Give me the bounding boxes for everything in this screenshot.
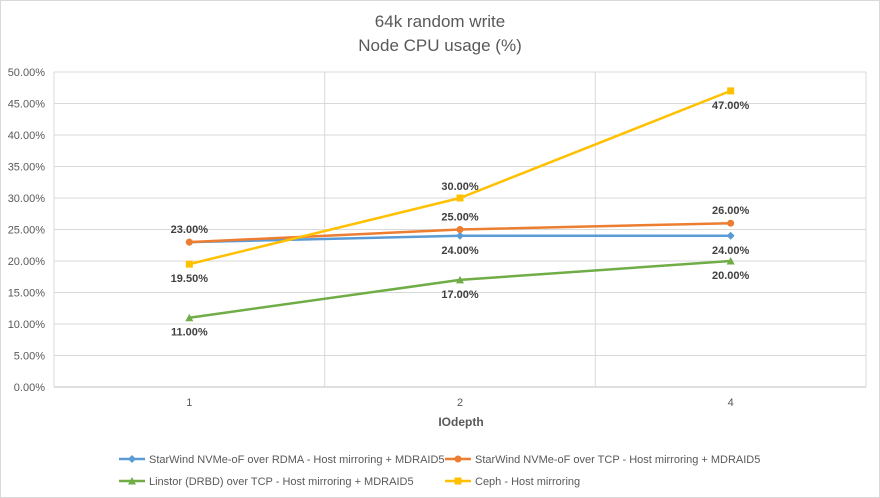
legend-entry: StarWind NVMe-oF over TCP - Host mirrori… bbox=[475, 454, 760, 466]
data-point-2 bbox=[185, 238, 193, 246]
x-tick-label: 2 bbox=[457, 397, 463, 409]
data-point-1 bbox=[726, 231, 735, 240]
data-point-4 bbox=[727, 87, 735, 95]
data-label: 23.00% bbox=[171, 224, 209, 236]
y-tick-label: 25.00% bbox=[8, 225, 46, 237]
data-point-3 bbox=[456, 275, 464, 284]
y-tick-label: 45.00% bbox=[8, 99, 46, 111]
series-lines bbox=[185, 87, 735, 322]
y-tick-label: 0.00% bbox=[14, 382, 45, 394]
x-axis-label: IOdepth bbox=[438, 415, 483, 429]
y-tick-label: 40.00% bbox=[8, 130, 46, 142]
data-label: 30.00% bbox=[441, 181, 479, 193]
legend-entry: Linstor (DRBD) over TCP - Host mirroring… bbox=[149, 476, 414, 488]
chart-subtitle: Node CPU usage (%) bbox=[358, 36, 521, 55]
data-point-4 bbox=[456, 194, 464, 202]
y-tick-label: 30.00% bbox=[8, 193, 46, 205]
y-tick-label: 35.00% bbox=[8, 162, 46, 174]
data-label: 24.00% bbox=[441, 245, 479, 257]
data-point-2 bbox=[727, 219, 735, 227]
data-label: 20.00% bbox=[712, 270, 750, 282]
legend-entry: Ceph - Host mirroring bbox=[475, 476, 580, 488]
legend-entry: StarWind NVMe-oF over RDMA - Host mirror… bbox=[149, 454, 445, 466]
legend-swatch-marker bbox=[128, 455, 136, 463]
data-point-3 bbox=[185, 313, 194, 322]
y-axis-ticks: 0.00% 5.00% 10.00% 15.00% 20.00% 25.00% 30.00%… bbox=[8, 67, 46, 394]
y-tick-label: 10.00% bbox=[8, 319, 46, 331]
data-point-2 bbox=[456, 226, 464, 233]
legend-swatch-marker bbox=[128, 477, 136, 485]
y-tick-label: 50.00% bbox=[8, 67, 46, 79]
data-label: 11.00% bbox=[171, 327, 208, 339]
legend-swatch-marker bbox=[454, 455, 462, 463]
chart-title: 64k random write bbox=[375, 12, 505, 31]
data-point-1 bbox=[456, 231, 464, 240]
data-label: 19.50% bbox=[171, 273, 209, 285]
data-label: 47.00% bbox=[712, 100, 750, 112]
x-tick-label: 1 bbox=[186, 397, 192, 409]
y-tick-label: 20.00% bbox=[8, 256, 46, 268]
legend: StarWind NVMe-oF over RDMA - Host mirror… bbox=[119, 454, 760, 488]
x-tick-label: 4 bbox=[728, 397, 734, 409]
data-point-3 bbox=[726, 257, 735, 265]
legend-swatch-marker bbox=[454, 477, 462, 485]
data-labels: 24.00% 24.00% 23.00% 25.00% 26.00% 11.00% 17.0… bbox=[171, 100, 750, 339]
data-label: 17.00% bbox=[441, 289, 479, 301]
y-tick-label: 5.00% bbox=[14, 351, 45, 363]
data-label: 24.00% bbox=[712, 245, 750, 257]
data-label: 26.00% bbox=[712, 205, 750, 217]
y-tick-label: 15.00% bbox=[8, 288, 46, 300]
x-axis-ticks: 1 2 4 bbox=[186, 397, 733, 409]
data-point-4 bbox=[185, 260, 193, 268]
data-label: 25.00% bbox=[441, 212, 479, 224]
